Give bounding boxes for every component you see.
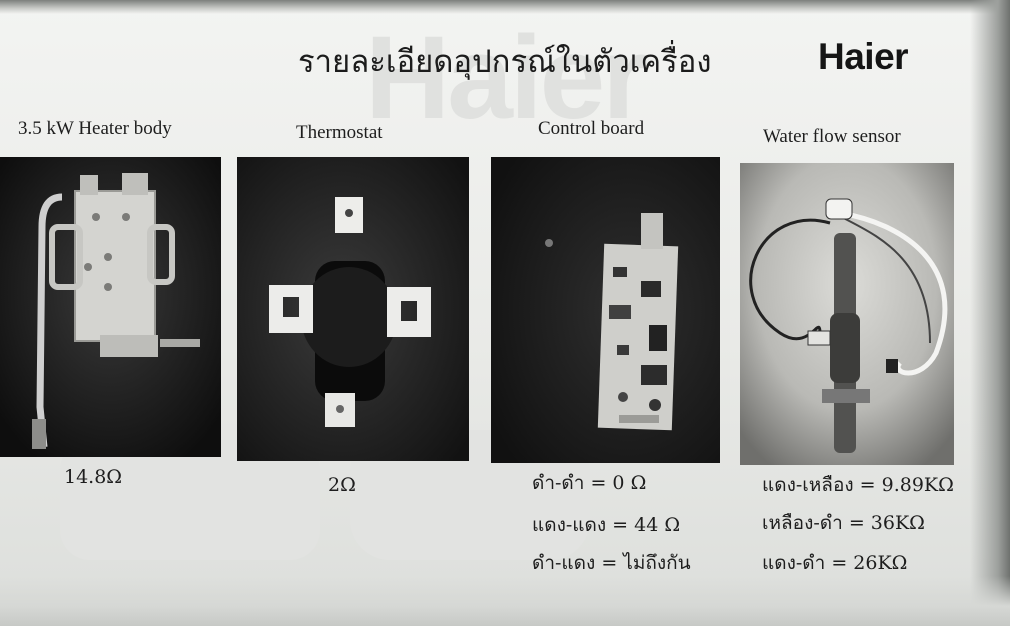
control-board-red-red-value: แดง-แดง = 44 Ω <box>532 514 681 536</box>
control-board-black-black-value: ดำ-ดำ = 0 Ω <box>532 472 647 494</box>
control-board-black-red-value: ดำ-แดง = ไม่ถึงกัน <box>532 552 691 574</box>
caption-water-flow-sensor: Water flow sensor <box>763 126 901 147</box>
caption-thermostat: Thermostat <box>296 122 383 143</box>
thermostat-resistance-value: 2Ω <box>328 474 356 496</box>
water-flow-red-black-value: แดง-ดำ = 26KΩ <box>762 552 908 574</box>
heater-body-photo <box>0 157 221 457</box>
water-flow-sensor-photo <box>740 163 954 465</box>
water-flow-yellow-black-value: เหลือง-ดำ = 36KΩ <box>762 512 925 534</box>
watermark-logo: Haier <box>365 12 648 144</box>
brand-logo: Haier <box>818 36 909 77</box>
water-flow-red-yellow-value: แดง-เหลือง = 9.89KΩ <box>762 474 954 496</box>
caption-heater-body: 3.5 kW Heater body <box>18 118 172 139</box>
heater-resistance-value: 14.8Ω <box>64 466 123 488</box>
page-edge-bottom <box>0 576 1010 626</box>
page-title: รายละเอียดอุปกรณ์ในตัวเครื่อง <box>298 44 712 80</box>
page-edge-right <box>970 0 1010 626</box>
caption-control-board: Control board <box>538 118 645 139</box>
control-board-photo <box>491 157 720 463</box>
thermostat-photo <box>237 157 469 461</box>
page-edge-top <box>0 0 1010 14</box>
